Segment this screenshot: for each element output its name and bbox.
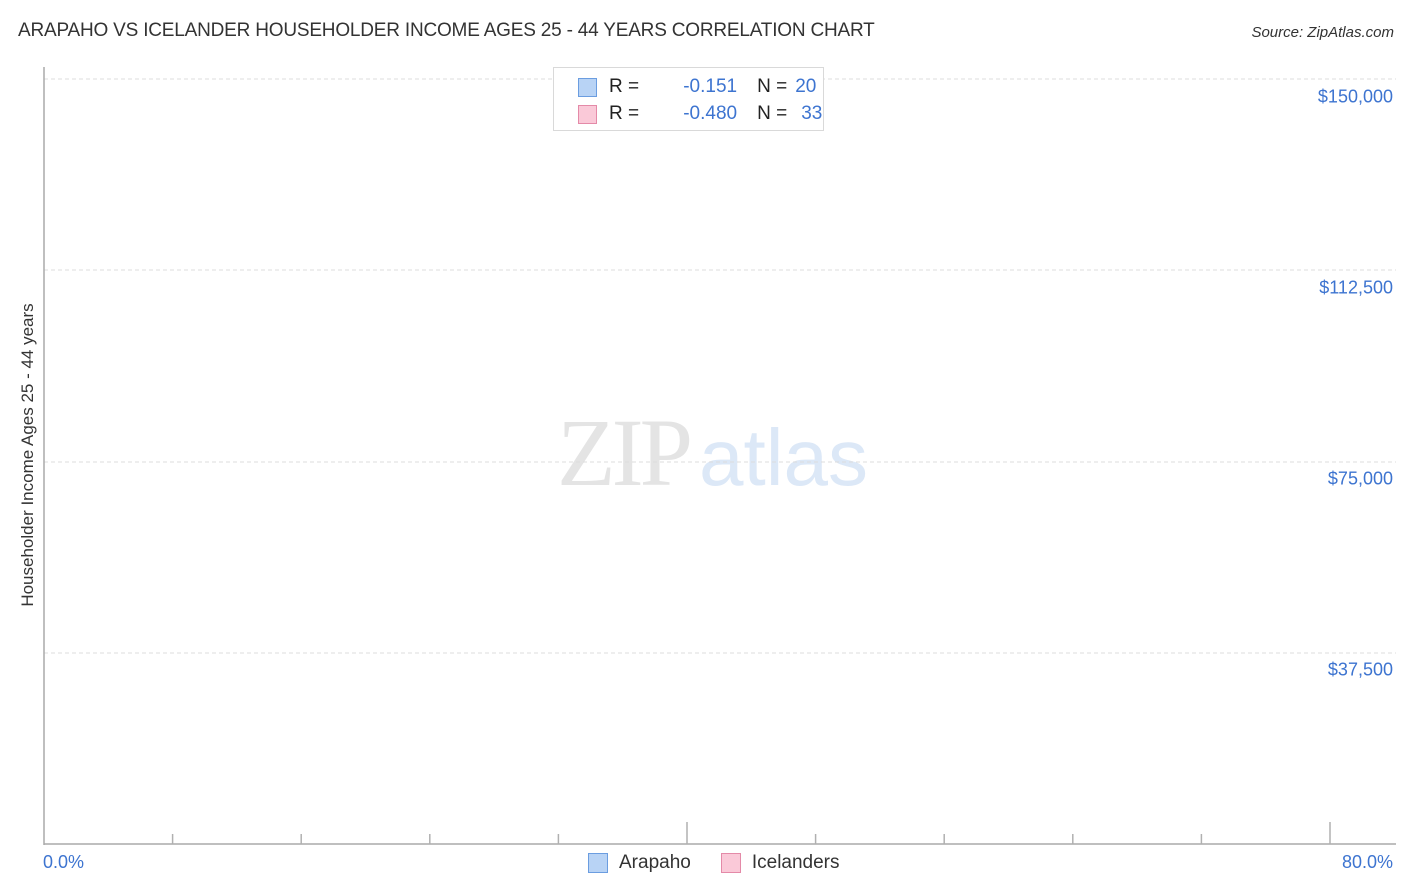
series-legend: Arapaho Icelanders	[588, 852, 870, 874]
icelanders-swatch-icon	[720, 853, 741, 873]
icelanders-swatch-icon	[578, 104, 597, 124]
legend-row-arapaho: R = -0.151 N = 20	[578, 75, 816, 99]
watermark-atlas: atlas	[699, 413, 868, 502]
legend-label: Icelanders	[751, 852, 840, 873]
x-ticks	[171, 822, 1331, 844]
y-tick-75000: $75,000	[1327, 468, 1393, 489]
gridlines	[44, 78, 1396, 654]
axes	[43, 67, 1396, 845]
y-axis-label: Householder Income Ages 25 - 44 years	[18, 303, 37, 607]
n-label: N =	[757, 103, 788, 124]
legend-item-arapaho[interactable]: Arapaho	[588, 852, 691, 874]
legend-item-icelanders[interactable]: Icelanders	[720, 852, 840, 874]
source-label: Source: ZipAtlas.com	[1251, 24, 1394, 41]
r-label: R =	[609, 103, 640, 124]
legend-label: Arapaho	[619, 852, 691, 873]
watermark: ZIP atlas	[557, 405, 868, 501]
r-value: -0.151	[683, 76, 738, 97]
x-tick-max: 80.0%	[1341, 852, 1393, 872]
chart-title: ARAPAHO VS ICELANDER HOUSEHOLDER INCOME …	[18, 20, 875, 41]
arapaho-swatch-icon	[578, 77, 597, 97]
correlation-legend: R = -0.151 N = 20 R = -0.480 N = 33	[553, 67, 824, 131]
n-value: 20	[795, 76, 817, 97]
x-tick-min: 0.0%	[43, 852, 85, 872]
n-label: N =	[757, 76, 788, 97]
arapaho-swatch-icon	[588, 853, 608, 873]
y-tick-150000: $150,000	[1317, 86, 1393, 107]
watermark-zip: ZIP	[557, 399, 693, 506]
legend-row-icelanders: R = -0.480 N = 33	[578, 102, 822, 126]
n-value: 33	[801, 103, 823, 124]
r-value: -0.480	[683, 103, 738, 124]
r-label: R =	[609, 76, 640, 97]
y-tick-37500: $37,500	[1327, 659, 1393, 680]
y-tick-112500: $112,500	[1319, 277, 1393, 298]
